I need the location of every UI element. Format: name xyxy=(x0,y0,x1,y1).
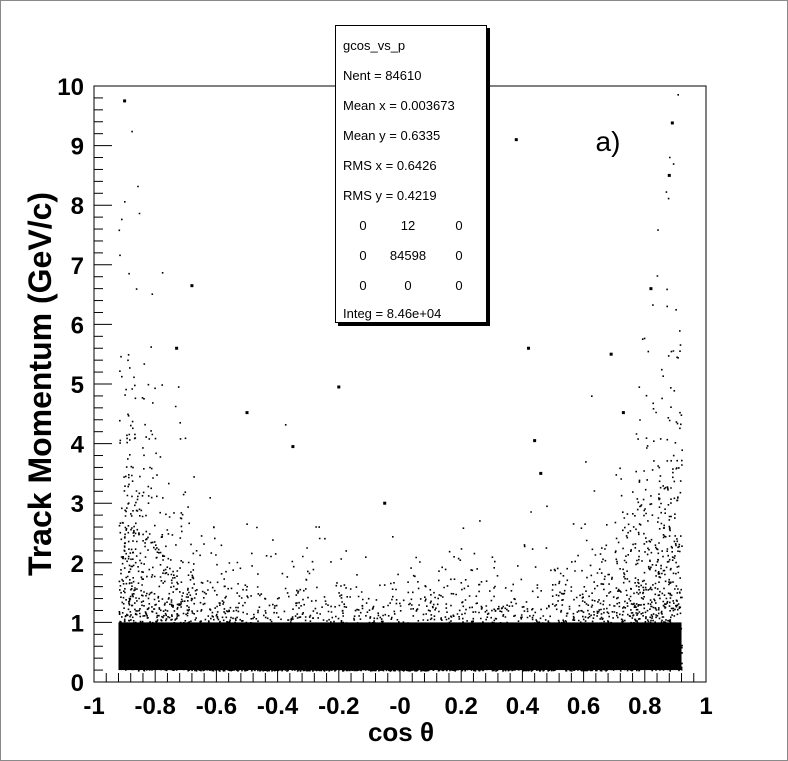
stats-mean-x-label: Mean x xyxy=(343,98,386,113)
outlier-point xyxy=(190,284,194,288)
outlier-point xyxy=(291,445,295,449)
outlier-point xyxy=(539,471,543,475)
y-tick-label: 0 xyxy=(71,670,84,697)
x-tick-label: -0.8 xyxy=(135,693,176,720)
outlier-point xyxy=(670,121,674,125)
stats-integral-row: Integ = 8.46e+04 xyxy=(343,306,442,321)
stats-rms-y-value: 0.4219 xyxy=(396,188,437,203)
y-tick-label: 8 xyxy=(71,193,84,220)
data-points xyxy=(118,94,683,672)
overflow-cell: 0 xyxy=(455,248,463,263)
stats-integral-label: Integ xyxy=(343,306,372,321)
outlier-point xyxy=(337,385,341,389)
stats-rms-y-row: RMS y = 0.4219 xyxy=(343,188,437,203)
overflow-cell: 0 xyxy=(404,278,412,293)
stats-box: gcos_vs_p Nent = 84610 Mean x = 0.003673… xyxy=(335,25,487,323)
y-tick-label: 6 xyxy=(71,312,84,339)
y-tick-label: 5 xyxy=(71,372,84,399)
panel-annotation: a) xyxy=(596,126,621,157)
stats-entries-value: 84610 xyxy=(385,68,422,83)
outlier-point xyxy=(667,173,671,177)
overflow-cell: 84598 xyxy=(389,248,427,263)
x-tick-label: -0 xyxy=(389,693,410,720)
x-axis-title: cos θ xyxy=(368,717,434,747)
x-axis: -1 -0.8 -0.6 -0.4 -0.2 -0 0.2 0.4 0.6 0.8 1 xyxy=(83,664,713,720)
stats-integral-value: 8.46e+04 xyxy=(386,306,442,321)
outlier-point xyxy=(123,99,127,103)
stats-title: gcos_vs_p xyxy=(343,38,406,53)
stats-mean-y-value: 0.6335 xyxy=(400,128,441,143)
outlier-point xyxy=(175,346,179,350)
overflow-cell: 0 xyxy=(359,248,367,263)
x-tick-label: -1 xyxy=(83,693,104,720)
outlier-point xyxy=(383,501,387,505)
x-tick-label: 0.2 xyxy=(445,693,478,720)
y-tick-label: 7 xyxy=(71,253,84,280)
y-tick-label: 9 xyxy=(71,134,84,161)
stats-entries-label: Nent xyxy=(343,68,371,83)
outlier-point xyxy=(514,138,518,142)
outlier-point xyxy=(649,287,653,291)
y-axis-title: Track Momentum (GeV/c) xyxy=(22,192,58,576)
overflow-cell: 12 xyxy=(400,218,416,233)
x-tick-label: 0.6 xyxy=(567,693,600,720)
x-tick-label: -0.6 xyxy=(196,693,237,720)
stats-mean-y-row: Mean y = 0.6335 xyxy=(343,128,441,143)
y-tick-label: 4 xyxy=(71,432,85,459)
x-tick-label: 0.8 xyxy=(628,693,661,720)
overflow-cell: 0 xyxy=(455,278,463,293)
outlier-point xyxy=(245,411,249,415)
stats-rms-y-label: RMS y xyxy=(343,188,382,203)
stats-rms-x-label: RMS x xyxy=(343,158,382,173)
x-tick-label: 1 xyxy=(699,693,712,720)
outlier-points xyxy=(123,99,674,505)
y-tick-label: 2 xyxy=(71,551,84,578)
stats-entries-row: Nent = 84610 xyxy=(343,68,422,83)
overflow-cell: 0 xyxy=(359,218,367,233)
y-tick-label: 1 xyxy=(71,610,84,637)
y-tick-label: 3 xyxy=(71,491,84,518)
overflow-cell: 0 xyxy=(359,278,367,293)
stats-mean-x-value: 0.003673 xyxy=(400,98,455,113)
y-tick-label: 10 xyxy=(57,74,84,101)
stats-mean-x-row: Mean x = 0.003673 xyxy=(343,98,455,113)
outlier-point xyxy=(533,439,537,443)
stats-mean-y-label: Mean y xyxy=(343,128,386,143)
overflow-cell: 0 xyxy=(455,218,463,233)
outlier-point xyxy=(621,411,625,415)
x-tick-label: 0.4 xyxy=(506,693,540,720)
outlier-point xyxy=(527,346,531,350)
x-tick-label: -0.2 xyxy=(318,693,359,720)
y-axis: 0 1 2 3 4 5 6 7 8 9 10 xyxy=(57,74,112,697)
stats-rms-x-row: RMS x = 0.6426 xyxy=(343,158,437,173)
x-tick-label: -0.4 xyxy=(257,693,299,720)
outlier-point xyxy=(609,352,613,356)
stats-rms-x-value: 0.6426 xyxy=(396,158,437,173)
